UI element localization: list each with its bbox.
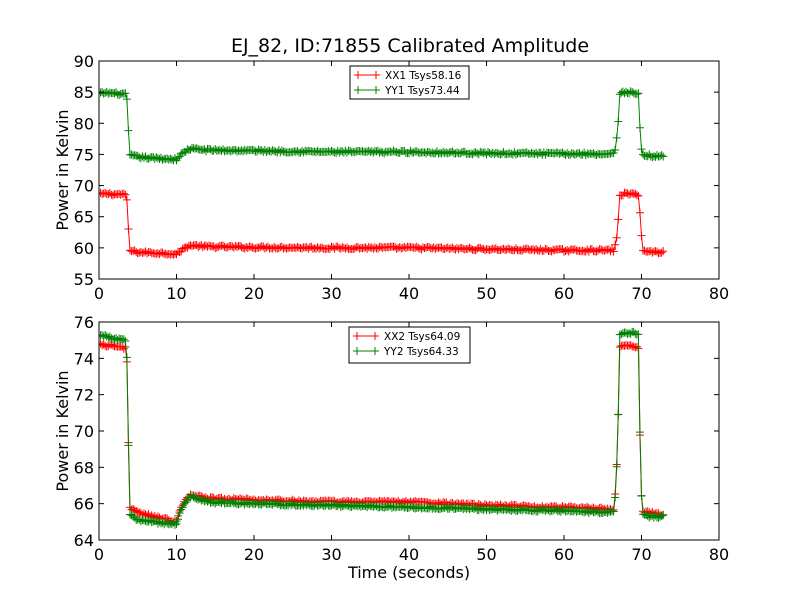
x-tick-label: 10	[166, 545, 186, 564]
legend-swatch-marker	[372, 86, 380, 94]
legend-entry-label: XX2 Tsys64.09	[384, 331, 460, 343]
top-chart-title: EJ_82, ID:71855 Calibrated Amplitude	[231, 35, 589, 57]
y-tick-label: 74	[74, 349, 94, 368]
x-axis-label: Time (seconds)	[347, 563, 470, 582]
legend-entry-label: YY1 Tsys73.44	[384, 85, 460, 97]
x-tick-label: 50	[476, 284, 496, 303]
y-tick-label: 68	[74, 458, 94, 477]
y-tick-label: 90	[74, 52, 94, 71]
y-tick-label: 64	[74, 531, 94, 550]
legend-box	[349, 65, 470, 100]
bottom-chart: 0 10 20 30 40 50 60 70 80 64 66 68 70 72 74 76 Power in …	[53, 313, 729, 582]
legend-box	[348, 326, 471, 364]
y-tick-label: 75	[74, 145, 94, 164]
legend-swatch-marker	[354, 71, 362, 79]
legend-swatch-marker	[371, 347, 379, 355]
x-tick-label: 70	[631, 284, 651, 303]
y-axis-label: Power in Kelvin	[53, 109, 72, 230]
x-tick-label: 0	[94, 545, 104, 564]
x-tick-label: 0	[94, 284, 104, 303]
x-tick-label: 30	[321, 545, 341, 564]
series-markers	[99, 327, 668, 529]
x-tick-label: 40	[399, 284, 419, 303]
legend: XX2 Tsys64.09 YY2 Tsys64.33	[348, 326, 471, 364]
x-tick-label: 20	[244, 284, 264, 303]
series-1	[99, 188, 668, 259]
x-tick-label: 60	[554, 545, 574, 564]
x-tick-label: 20	[244, 545, 264, 564]
series-2	[99, 327, 668, 529]
x-tick-label: 80	[709, 545, 729, 564]
x-tick-label: 30	[321, 284, 341, 303]
y-tick-label: 72	[74, 386, 94, 405]
legend: XX1 Tsys58.16 YY1 Tsys73.44	[349, 65, 470, 100]
legend-swatch-marker	[371, 332, 379, 340]
series-2	[99, 87, 668, 165]
x-tick-label: 50	[476, 545, 496, 564]
top-chart: 0 10 20 30 40 50 60 70 80 55 60 65 70 75 80 85 90 Power i…	[53, 52, 729, 303]
legend-swatch-marker	[372, 71, 380, 79]
legend-swatch-marker	[353, 347, 361, 355]
x-tick-label: 80	[709, 284, 729, 303]
x-tick-label: 60	[554, 284, 574, 303]
y-tick-label: 55	[74, 270, 94, 289]
legend-entry-label: YY2 Tsys64.33	[383, 346, 459, 358]
legend-swatch-marker	[354, 86, 362, 94]
legend-swatch-marker	[353, 332, 361, 340]
y-tick-label: 70	[74, 422, 94, 441]
x-tick-label: 70	[631, 545, 651, 564]
x-tick-label: 10	[166, 284, 186, 303]
y-tick-label: 65	[74, 208, 94, 227]
x-tick-label: 40	[399, 545, 419, 564]
y-tick-label: 80	[74, 114, 94, 133]
y-tick-label: 85	[74, 83, 94, 102]
legend-entry-label: XX1 Tsys58.16	[385, 70, 462, 82]
y-tick-label: 70	[74, 177, 94, 196]
series-markers	[99, 87, 668, 165]
y-tick-label: 60	[74, 239, 94, 258]
y-tick-label: 76	[74, 313, 94, 332]
y-tick-label: 66	[74, 495, 94, 514]
series-markers	[99, 188, 668, 259]
y-axis-label: Power in Kelvin	[53, 370, 72, 491]
